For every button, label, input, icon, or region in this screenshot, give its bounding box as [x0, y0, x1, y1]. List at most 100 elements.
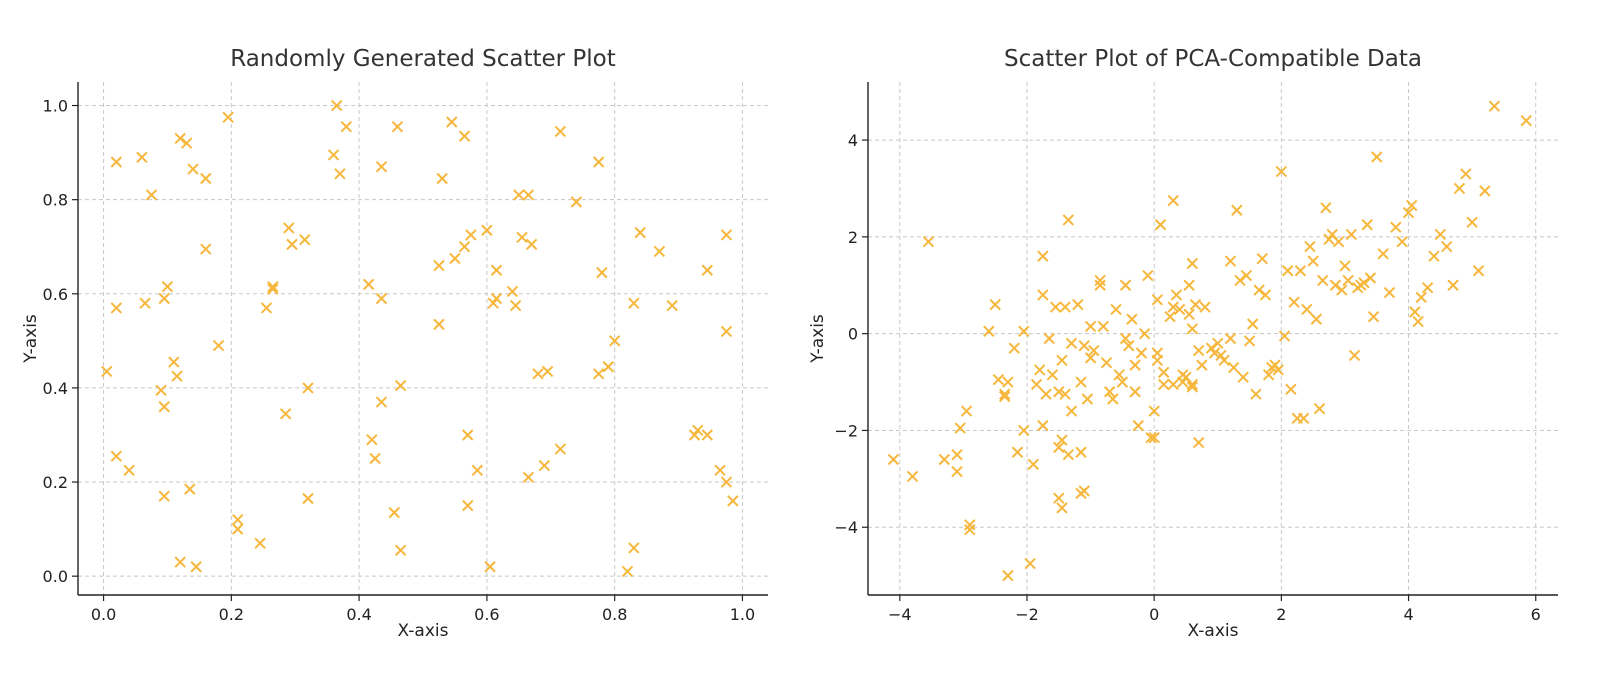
data-point — [720, 325, 733, 338]
data-point — [1231, 204, 1243, 216]
data-point — [1097, 320, 1110, 333]
data-point — [1164, 311, 1176, 323]
data-point — [701, 264, 714, 276]
data-point — [1329, 279, 1342, 291]
data-point — [522, 471, 535, 484]
data-point — [139, 297, 151, 309]
data-point — [1313, 402, 1326, 415]
data-point — [369, 452, 381, 465]
x-axis-label: X-axis — [1188, 621, 1239, 641]
data-point — [327, 149, 340, 161]
data-point — [174, 556, 186, 568]
data-point — [1078, 340, 1090, 352]
data-point — [299, 233, 311, 246]
data-point — [1062, 448, 1075, 461]
data-point — [1212, 337, 1224, 350]
data-point — [1116, 376, 1129, 388]
data-point — [596, 266, 608, 279]
data-point — [302, 492, 314, 505]
data-point — [462, 499, 474, 512]
data-point — [592, 368, 605, 380]
data-point — [1151, 294, 1164, 306]
data-point — [1034, 364, 1046, 376]
data-point — [1056, 354, 1068, 366]
x-tick-label: 6 — [1531, 605, 1541, 624]
data-point — [1126, 313, 1138, 325]
data-point — [1199, 301, 1211, 313]
data-point — [1224, 332, 1237, 345]
data-point — [1107, 393, 1119, 405]
data-point — [471, 464, 484, 476]
data-point — [1170, 289, 1183, 301]
data-point — [1142, 269, 1154, 282]
data-point — [433, 318, 445, 331]
y-tick-label: 0.6 — [43, 285, 68, 304]
x-axis-label: X-axis — [398, 621, 449, 641]
data-point — [174, 132, 186, 145]
data-point — [136, 151, 148, 164]
data-point — [999, 388, 1011, 400]
data-point — [1224, 255, 1237, 267]
data-point — [1406, 199, 1418, 212]
data-point — [525, 238, 538, 251]
data-point — [484, 561, 496, 573]
data-point — [1186, 323, 1199, 335]
data-point — [465, 229, 477, 241]
data-point — [1103, 386, 1116, 398]
data-point — [286, 238, 298, 251]
data-point — [334, 168, 346, 180]
data-point — [1148, 405, 1160, 417]
data-point — [1259, 289, 1272, 301]
x-tick-label: 0.8 — [602, 605, 627, 624]
data-point — [449, 252, 461, 265]
data-point — [158, 401, 170, 413]
data-point — [1027, 458, 1040, 471]
data-point — [184, 483, 196, 495]
data-point — [1288, 296, 1300, 308]
data-point — [1282, 265, 1294, 277]
data-point — [254, 537, 266, 549]
data-point — [1272, 364, 1284, 376]
data-point — [446, 116, 458, 128]
data-point — [1218, 354, 1230, 366]
data-point — [1075, 376, 1087, 388]
data-point — [1167, 301, 1179, 313]
data-point — [1240, 269, 1253, 282]
data-point — [554, 125, 567, 138]
data-point — [1129, 386, 1141, 398]
data-point — [1415, 291, 1427, 304]
data-point — [1053, 441, 1065, 454]
data-point — [1441, 240, 1453, 253]
data-point — [388, 506, 400, 519]
data-point — [161, 281, 174, 293]
data-point — [538, 459, 551, 472]
data-point — [1040, 388, 1052, 400]
chart-title: Randomly Generated Scatter Plot — [230, 46, 616, 72]
data-point — [1428, 250, 1440, 262]
data-point — [1173, 303, 1186, 316]
data-point — [1167, 194, 1179, 207]
data-point — [1256, 252, 1268, 265]
data-point — [1030, 378, 1043, 391]
data-point — [1135, 347, 1148, 359]
data-point — [1361, 219, 1373, 231]
data-point — [1262, 369, 1275, 381]
data-point — [628, 297, 640, 309]
data-point — [458, 241, 471, 253]
data-point — [1186, 381, 1199, 393]
data-point — [1466, 216, 1478, 229]
data-point — [532, 368, 544, 380]
x-tick-label: −4 — [888, 605, 912, 624]
data-point — [1253, 284, 1265, 296]
x-tick-label: 0.4 — [346, 605, 371, 624]
data-point — [1332, 236, 1345, 248]
data-point — [302, 382, 314, 394]
data-point — [232, 523, 244, 535]
data-point — [1371, 151, 1383, 163]
data-point — [628, 542, 640, 554]
data-point — [222, 111, 234, 124]
data-point — [1396, 236, 1408, 248]
data-point — [506, 285, 519, 298]
